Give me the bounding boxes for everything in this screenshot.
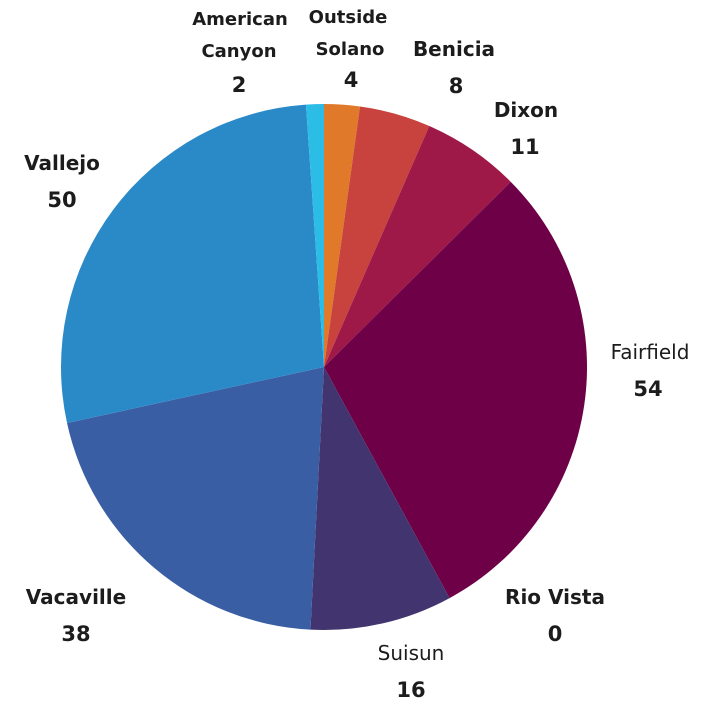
slice-value-fairfield: 54 — [633, 377, 662, 401]
pie-labels: Outside Solano 4 Benicia 8 Dixon 11 Fair… — [24, 7, 689, 702]
pie-slice-outside-solano — [324, 104, 361, 367]
pie-slice-fairfield — [324, 181, 588, 599]
slice-label-outside-solano-line1: Outside — [309, 7, 388, 28]
slice-value-vallejo: 50 — [47, 188, 76, 212]
pie-slice-vacaville — [67, 367, 324, 630]
pie-slice-suisun — [310, 367, 450, 630]
slice-label-suisun: Suisun — [378, 641, 445, 665]
slice-label-outside-solano-line2: Solano — [316, 39, 385, 60]
pie-slice-vallejo — [60, 104, 325, 424]
slice-label-dixon: Dixon — [494, 98, 558, 122]
pie-slice-dixon — [324, 126, 511, 367]
slice-value-vacaville: 38 — [61, 622, 90, 646]
pie-slices — [60, 104, 588, 630]
pie-slice-american-canyon — [305, 104, 324, 367]
slice-label-fairfield: Fairfield — [611, 340, 690, 364]
slice-label-american-canyon-line1: American — [192, 9, 288, 30]
pie-slice-benicia — [324, 106, 430, 367]
slice-value-rio-vista: 0 — [548, 622, 563, 646]
slice-label-vallejo: Vallejo — [24, 151, 100, 175]
slice-label-rio-vista: Rio Vista — [505, 585, 605, 609]
slice-label-benicia: Benicia — [413, 37, 495, 61]
slice-value-outside-solano: 4 — [344, 68, 359, 92]
slice-value-dixon: 11 — [510, 135, 539, 159]
slice-value-suisun: 16 — [396, 678, 425, 702]
slice-label-american-canyon-line2: Canyon — [201, 41, 276, 62]
slice-value-american-canyon: 2 — [232, 73, 247, 97]
slice-label-vacaville: Vacaville — [26, 585, 126, 609]
slice-value-benicia: 8 — [449, 74, 464, 98]
